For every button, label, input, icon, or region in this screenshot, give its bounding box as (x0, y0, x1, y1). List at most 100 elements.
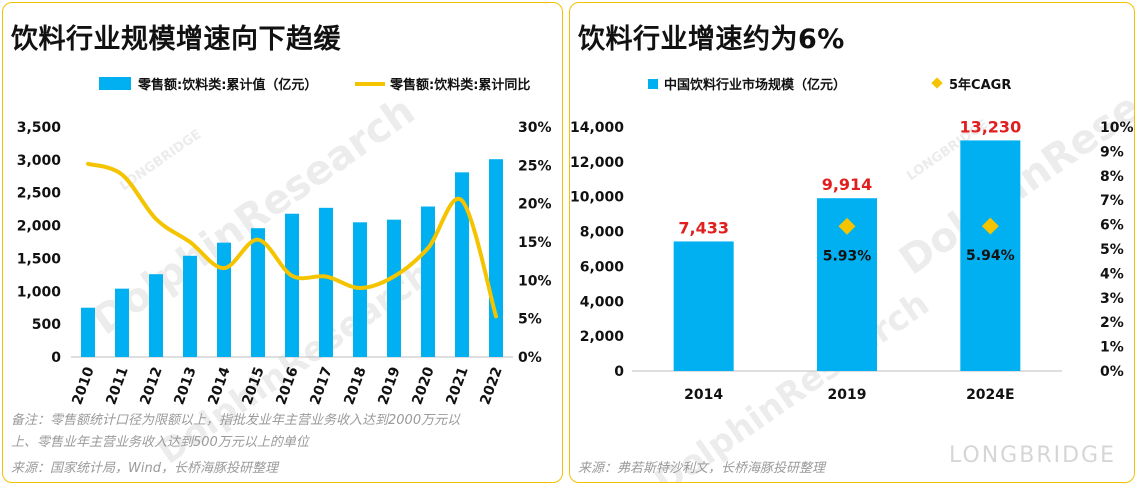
x-tick-label: 2015 (239, 365, 267, 407)
bar-retail-value (183, 255, 197, 357)
legend-bar-label: 零售额:饮料类:累计值（亿元） (137, 77, 317, 93)
bar-retail-value (489, 159, 503, 357)
y-left-tick-label: 6,000 (580, 259, 625, 275)
x-tick-label: 2018 (341, 365, 369, 407)
footnote-line-1: 备注：零售额统计口径为限额以上，指批发业年主营业务收入达到2000万元以 (11, 413, 461, 428)
source-note: 来源：国家统计局，Wind，长桥海豚投研整理 (11, 461, 278, 476)
y-right-tick-label: 10% (518, 273, 552, 289)
right-chart-svg: 中国饮料行业市场规模（亿元） 5年CAGR 0 2,000 4,000 6,000 8,00… (570, 77, 1134, 403)
line-point (461, 200, 463, 202)
bar-market-size (960, 140, 1021, 371)
y-right-tick-label: 2% (1100, 315, 1124, 331)
y-right-tick-label: 9% (1100, 144, 1124, 160)
y-left-tick-label: 500 (32, 317, 61, 333)
x-tick-label: 2016 (273, 365, 301, 407)
x-tick-label: 2010 (69, 365, 97, 407)
legend-marker-swatch (931, 77, 943, 89)
y-right-tick-label: 6% (1100, 218, 1124, 234)
bar-value-label: 13,230 (959, 117, 1021, 136)
bar-retail-value (319, 207, 333, 357)
source-note: 来源：弗若斯特沙利文，长桥海豚投研整理 (578, 461, 826, 476)
x-tick-label: 2012 (137, 365, 165, 407)
left-chart-panel: LONGBRIDGE DolphinResearch DolphinResear… (2, 2, 563, 483)
y-right-tick-label: 0% (518, 350, 542, 366)
bar-value-label: 7,433 (678, 218, 729, 237)
y-left-tick-label: 3,000 (17, 153, 62, 169)
x-tick-label: 2011 (103, 365, 131, 407)
x-tick-label: 2022 (477, 365, 505, 407)
y-left-tick-label: 12,000 (570, 155, 624, 171)
line-point (495, 315, 497, 317)
y-left-tick-label: 1,500 (17, 251, 62, 267)
line-point (189, 241, 191, 243)
x-tick-label: 2013 (171, 365, 199, 407)
y-right-tick-label: 8% (1100, 169, 1124, 185)
y-right-tick-label: 5% (518, 312, 542, 328)
x-tick-label: 2014 (205, 365, 233, 407)
y-right-tick-label: 7% (1100, 193, 1124, 209)
y-left-tick-label: 14,000 (570, 120, 624, 136)
y-left-tick-label: 1,000 (17, 284, 62, 300)
x-tick-label: 2017 (307, 365, 335, 407)
y-right-tick-label: 3% (1100, 291, 1124, 307)
y-right-tick-label: 10% (1100, 120, 1134, 136)
line-point (359, 287, 361, 289)
line-point (325, 276, 327, 277)
y-left-tick-label: 10,000 (570, 190, 624, 206)
line-point (87, 163, 89, 165)
y-right-tick-label: 1% (1100, 340, 1124, 356)
right-chart-title: 饮料行业增速约为6% (578, 24, 845, 55)
bar-value-label: 9,914 (822, 175, 873, 194)
left-chart-svg: 零售额:饮料类:累计值（亿元） 零售额:饮料类:累计同比 0 500 1,000 1,50… (17, 77, 552, 407)
left-chart-title: 饮料行业规模增速向下趋缓 (11, 24, 341, 55)
longbridge-brand-logo: LONGBRIDGE (948, 443, 1116, 468)
line-point (427, 247, 429, 249)
line-point (393, 276, 395, 277)
bar-retail-value (81, 307, 95, 357)
bar-retail-value (217, 242, 231, 357)
y-left-tick-label: 0 (51, 350, 61, 366)
bar-retail-value (455, 172, 469, 357)
y-right-tick-label: 0% (1100, 364, 1124, 380)
y-left-tick-label: 2,000 (580, 329, 625, 345)
line-point (291, 275, 293, 277)
bar-retail-value (285, 213, 299, 357)
footnote-line-2: 上、零售业年主营业务收入达到500万元以上的单位 (11, 435, 309, 450)
bar-retail-value (387, 219, 401, 357)
legend-marker-label: 5年CAGR (949, 77, 1011, 93)
y-right-tick-label: 30% (518, 120, 552, 136)
x-tick-label: 2021 (443, 365, 471, 407)
x-tick-label: 2024E (966, 387, 1015, 403)
bar-retail-value (421, 206, 435, 357)
y-right-tick-label: 15% (518, 235, 552, 251)
x-tick-label: 2019 (375, 365, 403, 407)
line-point (121, 174, 123, 176)
y-left-tick-label: 4,000 (580, 294, 625, 310)
legend-line-label: 零售额:饮料类:累计同比 (389, 77, 530, 93)
y-left-tick-label: 3,500 (17, 120, 62, 136)
y-right-tick-label: 25% (518, 158, 552, 174)
legend-bar-label: 中国饮料行业市场规模（亿元） (664, 77, 846, 93)
x-tick-label: 2020 (409, 365, 437, 407)
y-right-tick-label: 4% (1100, 266, 1124, 282)
x-tick-label: 2014 (684, 387, 723, 403)
y-right-tick-label: 5% (1100, 242, 1124, 258)
line-point (257, 239, 259, 241)
line-point (155, 218, 157, 220)
line-point (223, 267, 225, 269)
y-right-tick-label: 20% (518, 197, 552, 213)
bar-retail-value (251, 228, 265, 357)
y-left-tick-label: 2,000 (17, 219, 62, 235)
x-tick-label: 2019 (828, 387, 867, 403)
bar-market-size (673, 241, 734, 371)
cagr-label: 5.93% (823, 248, 872, 264)
y-left-tick-label: 0 (614, 364, 624, 380)
right-chart-panel: LONGBRIDGE DolphinResearch DolphinResear… (569, 2, 1135, 483)
legend-bar-swatch (99, 77, 131, 90)
y-left-tick-label: 2,500 (17, 186, 62, 202)
legend-bar-swatch (648, 79, 658, 89)
cagr-marker (981, 217, 999, 235)
cagr-marker (838, 217, 856, 235)
cagr-label: 5.94% (966, 248, 1015, 264)
bar-retail-value (115, 288, 129, 357)
